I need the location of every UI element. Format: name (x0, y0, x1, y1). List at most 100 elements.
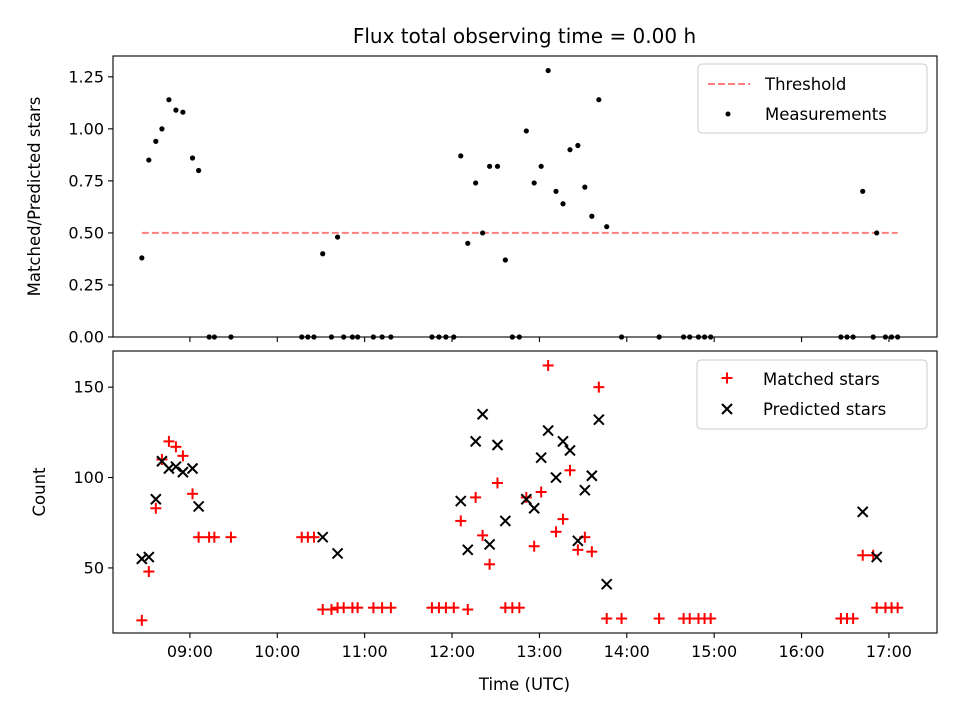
y-tick-label: 150 (73, 378, 104, 397)
legend-matched-swatch (721, 372, 733, 384)
matched-star-point (308, 531, 320, 543)
top-marks (139, 67, 901, 340)
predicted-star-point (150, 493, 162, 505)
top-panel: 0.00 0.25 0.50 0.75 1.00 1.25 Matched/Predict… (25, 55, 938, 347)
top-y-ticks: 0.00 0.25 0.50 0.75 1.00 1.25 (68, 67, 113, 347)
matched-star-point (208, 531, 220, 543)
matched-star-point (616, 613, 628, 625)
measurement-point (575, 142, 581, 149)
x-axis-label: Time (UTC) (478, 675, 570, 694)
x-tick-label: 15:00 (691, 642, 737, 661)
predicted-star-point (455, 495, 467, 507)
matched-star-point (705, 613, 717, 625)
predicted-star-point (143, 551, 155, 563)
matched-star-point (528, 540, 540, 552)
matched-star-point (477, 529, 489, 541)
matched-star-point (867, 549, 879, 561)
y-tick-label: 0.25 (68, 275, 104, 294)
matched-star-point (564, 464, 576, 476)
predicted-star-point (593, 413, 605, 426)
matched-star-point (586, 546, 598, 558)
matched-star-point (187, 488, 199, 500)
predicted-star-point (462, 544, 474, 556)
predicted-star-point (469, 435, 482, 448)
predicted-star-point (535, 451, 547, 464)
legend-matched-label: Matched stars (763, 370, 880, 389)
predicted-star-point (520, 493, 533, 505)
measurement-point (180, 109, 186, 115)
predicted-star-point (586, 470, 598, 482)
matched-star-point (193, 531, 205, 543)
measurement-point (589, 213, 595, 219)
measurement-point (531, 180, 537, 186)
measurement-point (458, 153, 464, 159)
predicted-star-point (491, 439, 504, 451)
matched-star-point (150, 502, 162, 514)
bottom-panel: 50 100 150 09:00 10:00 11:00 12:00 13:00 14:00 1… (30, 350, 938, 694)
matched-star-point (462, 604, 474, 615)
measurement-point (146, 157, 152, 163)
bottom-axes-frame (112, 350, 938, 634)
predicted-star-point (550, 471, 562, 484)
matched-star-point (177, 450, 189, 462)
x-tick-label: 16:00 (779, 642, 825, 661)
measurement-point (480, 230, 486, 236)
x-tick-label: 13:00 (516, 642, 562, 661)
predicted-star-point (186, 462, 199, 475)
measurement-point (173, 107, 179, 113)
measurement-point (494, 163, 501, 169)
predicted-star-point (857, 506, 869, 518)
y-tick-label: 0.75 (68, 171, 104, 190)
matched-star-point (163, 435, 175, 447)
y-tick-label: 1.25 (68, 67, 104, 86)
y-tick-label: 1.00 (68, 119, 104, 138)
measurement-point (139, 255, 145, 261)
predicted-star-point (136, 553, 148, 565)
matched-star-point (352, 602, 364, 614)
bottom-y-axis-label: Count (30, 467, 49, 517)
predicted-star-point (177, 466, 189, 478)
bottom-marks (136, 359, 904, 626)
predicted-star-point (871, 551, 883, 563)
measurement-point (874, 230, 880, 236)
matched-star-point (513, 602, 525, 614)
measurement-point (166, 97, 172, 103)
chart-title: Flux total observing time = 0.00 h (353, 24, 696, 48)
predicted-star-point (483, 538, 496, 551)
matched-star-point (520, 491, 532, 503)
matched-star-point (542, 359, 554, 371)
legend-predicted-label: Predicted stars (763, 400, 886, 419)
predicted-star-point (564, 444, 576, 457)
matched-star-point (847, 613, 859, 625)
y-tick-label: 50 (84, 558, 104, 577)
top-legend: Threshold Measurements (697, 63, 928, 134)
predicted-star-point (600, 578, 613, 590)
measurement-point (567, 147, 573, 153)
matched-star-point (491, 477, 503, 489)
bottom-x-ticks: 09:00 10:00 11:00 12:00 13:00 14:00 15:00 16:00… (167, 633, 912, 661)
matched-star-point (535, 486, 547, 498)
predicted-star-point (572, 535, 584, 547)
matched-star-point (325, 604, 337, 615)
matched-star-point (143, 566, 155, 578)
matched-star-point (170, 441, 182, 453)
matched-star-point (484, 558, 496, 570)
matched-star-point (601, 613, 613, 625)
matched-star-point (857, 549, 869, 561)
matched-star-point (448, 602, 460, 614)
measurement-point (560, 201, 566, 207)
measurement-point (582, 184, 588, 190)
y-tick-label: 0.50 (68, 223, 104, 242)
measurement-point (473, 180, 479, 186)
measurement-point (159, 126, 165, 132)
predicted-star-point (317, 531, 329, 543)
predicted-star-point (528, 502, 540, 514)
y-tick-label: 0.00 (68, 328, 104, 347)
measurement-point (334, 234, 341, 240)
matched-star-point (572, 544, 584, 556)
matched-star-point (593, 381, 605, 393)
top-axes-frame (112, 55, 938, 338)
predicted-star-point (557, 435, 569, 448)
x-tick-label: 14:00 (604, 642, 650, 661)
